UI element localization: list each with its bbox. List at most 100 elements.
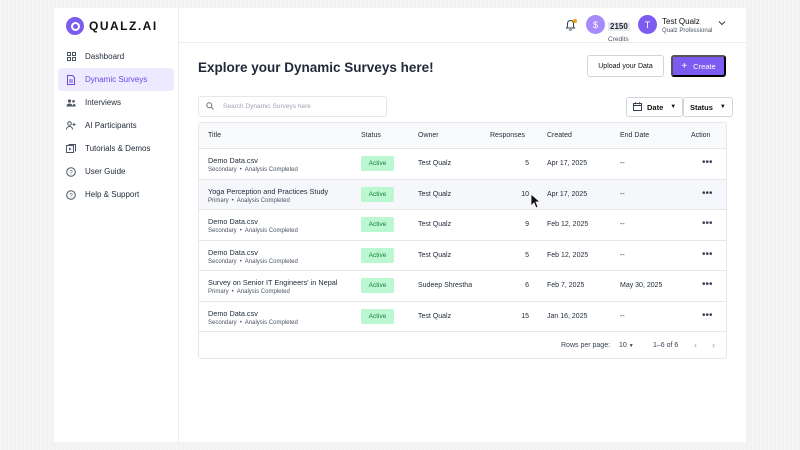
status-badge: Active [361, 217, 394, 232]
table-row[interactable]: Yoga Perception and Practices Study Prima… [199, 179, 726, 210]
sidebar-item-interviews[interactable]: Interviews [58, 91, 174, 114]
table-row[interactable]: Demo Data.csv Secondary • Analysis Complete… [199, 302, 726, 332]
user-role: Qualz Professional [662, 28, 713, 34]
sidebar-item-ai-participants[interactable]: AI Participants [58, 114, 174, 137]
status-badge: Active [361, 156, 394, 171]
col-title[interactable]: Title [208, 132, 221, 139]
col-owner[interactable]: Owner [418, 132, 439, 139]
analysis-status: Analysis Completed [244, 319, 298, 326]
more-actions-icon[interactable]: ••• [702, 248, 713, 260]
pagination-range: 1–6 of 6 [653, 342, 679, 349]
status-filter-button[interactable]: Status ▼ [683, 97, 733, 117]
dot-separator: • [239, 258, 242, 265]
col-end-date[interactable]: End Date [620, 132, 650, 139]
sidebar-item-help-support[interactable]: ? Help & Support [58, 183, 174, 206]
dot-separator: • [239, 319, 242, 326]
top-bar: $ 2150 Credits T Test Qualz Qualz Profes… [179, 8, 746, 43]
owner-cell: Test Qualz [418, 312, 452, 320]
dot-separator: • [231, 289, 234, 295]
surveys-table: Title Status Owner Responses Created End… [198, 122, 727, 359]
survey-meta: Secondary • Analysis Completed [208, 167, 298, 173]
status-badge: Active [361, 278, 394, 293]
credits-icon: $ [586, 15, 605, 34]
more-actions-icon[interactable]: ••• [702, 187, 713, 199]
notification-dot [573, 19, 577, 23]
more-actions-icon[interactable]: ••• [702, 279, 713, 290]
col-status[interactable]: Status [361, 132, 381, 139]
analysis-status: Analysis Completed [244, 167, 298, 173]
close-icon[interactable]: × [740, 8, 744, 9]
analysis-status: Analysis Completed [236, 289, 290, 295]
created-cell: Feb 12, 2025 [547, 251, 589, 259]
owner-cell: Test Qualz [418, 251, 452, 259]
responses-cell: 5 [525, 251, 529, 259]
end-date-cell: -- [620, 160, 625, 167]
search-input[interactable] [223, 103, 373, 110]
table-header: Title Status Owner Responses Created End… [199, 123, 726, 149]
more-actions-icon[interactable]: ••• [702, 218, 713, 229]
survey-type: Secondary [208, 258, 237, 265]
chevron-left-icon[interactable]: ‹ [694, 340, 697, 350]
avatar[interactable]: T [638, 15, 657, 34]
rows-per-page-select[interactable]: 10 ▼ [619, 342, 634, 349]
bell-icon[interactable] [565, 19, 577, 31]
survey-title[interactable]: Demo Data.csv [208, 217, 258, 226]
survey-title[interactable]: Demo Data.csv [208, 156, 258, 165]
table-row[interactable]: Demo Data.csv Secondary • Analysis Complete… [199, 210, 726, 241]
upload-data-button[interactable]: Upload your Data [587, 55, 664, 77]
caret-down-icon: ▼ [719, 104, 726, 110]
created-cell: Apr 17, 2025 [547, 160, 588, 167]
user-info[interactable]: Test Qualz Qualz Professional [662, 17, 712, 34]
page-title: Explore your Dynamic Surveys here! [198, 60, 434, 75]
search-box[interactable] [198, 96, 387, 117]
analysis-status: Analysis Completed [236, 197, 290, 204]
chevron-right-icon[interactable]: › [712, 340, 715, 350]
created-cell: Feb 12, 2025 [547, 221, 589, 228]
more-actions-icon[interactable]: ••• [702, 157, 713, 168]
video-icon [66, 144, 76, 154]
sidebar-item-label: Interviews [85, 98, 122, 107]
create-button[interactable]: + Create [671, 55, 726, 77]
owner-cell: Test Qualz [418, 190, 452, 198]
sidebar-item-user-guide[interactable]: ? User Guide [58, 160, 174, 183]
survey-meta: Secondary • Analysis Completed [208, 228, 298, 234]
status-filter-label: Status [690, 102, 713, 112]
survey-type: Secondary [208, 167, 237, 173]
calendar-icon [633, 101, 642, 113]
table-row[interactable]: Demo Data.csv Secondary • Analysis Complete… [199, 241, 726, 271]
created-cell: Apr 17, 2025 [547, 190, 588, 198]
credits-label: Credits [608, 36, 629, 43]
col-created[interactable]: Created [547, 132, 572, 139]
dot-separator: • [239, 167, 242, 173]
survey-title[interactable]: Demo Data.csv [208, 247, 258, 257]
status-badge: Active [361, 308, 394, 324]
sidebar-item-dashboard[interactable]: Dashboard [58, 45, 174, 68]
sidebar-item-tutorials[interactable]: Tutorials & Demos [58, 137, 174, 160]
credits-value: 2150 [608, 22, 630, 31]
user-name: Test Qualz [662, 17, 700, 26]
user-plus-icon [66, 121, 76, 131]
responses-cell: 10 [521, 190, 529, 198]
survey-title[interactable]: Survey on Senior IT Engineers' in Nepal [208, 278, 338, 287]
create-label: Create [693, 61, 716, 71]
logo[interactable]: QUALZ.AI [54, 8, 178, 44]
analysis-status: Analysis Completed [244, 258, 298, 265]
table-row[interactable]: Survey on Senior IT Engineers' in Nepal P… [199, 271, 726, 302]
owner-cell: Test Qualz [418, 221, 452, 228]
table-row[interactable]: Demo Data.csv Secondary • Analysis Complete… [199, 149, 726, 180]
more-actions-icon[interactable]: ••• [702, 309, 713, 321]
users-icon [66, 98, 76, 108]
date-filter-button[interactable]: Date ▼ [626, 97, 684, 117]
col-responses[interactable]: Responses [490, 132, 526, 139]
svg-text:?: ? [69, 193, 73, 199]
grid-icon [66, 52, 76, 62]
search-icon [206, 101, 214, 112]
sidebar-item-label: Dashboard [85, 52, 125, 61]
survey-title[interactable]: Demo Data.csv [208, 308, 258, 318]
survey-title[interactable]: Yoga Perception and Practices Study [208, 186, 329, 196]
chevron-down-icon[interactable] [718, 19, 726, 28]
created-cell: Feb 7, 2025 [547, 282, 585, 289]
dot-separator: • [231, 197, 234, 204]
sidebar-item-dynamic-surveys[interactable]: Dynamic Surveys [58, 68, 174, 91]
caret-down-icon: ▼ [628, 343, 634, 349]
